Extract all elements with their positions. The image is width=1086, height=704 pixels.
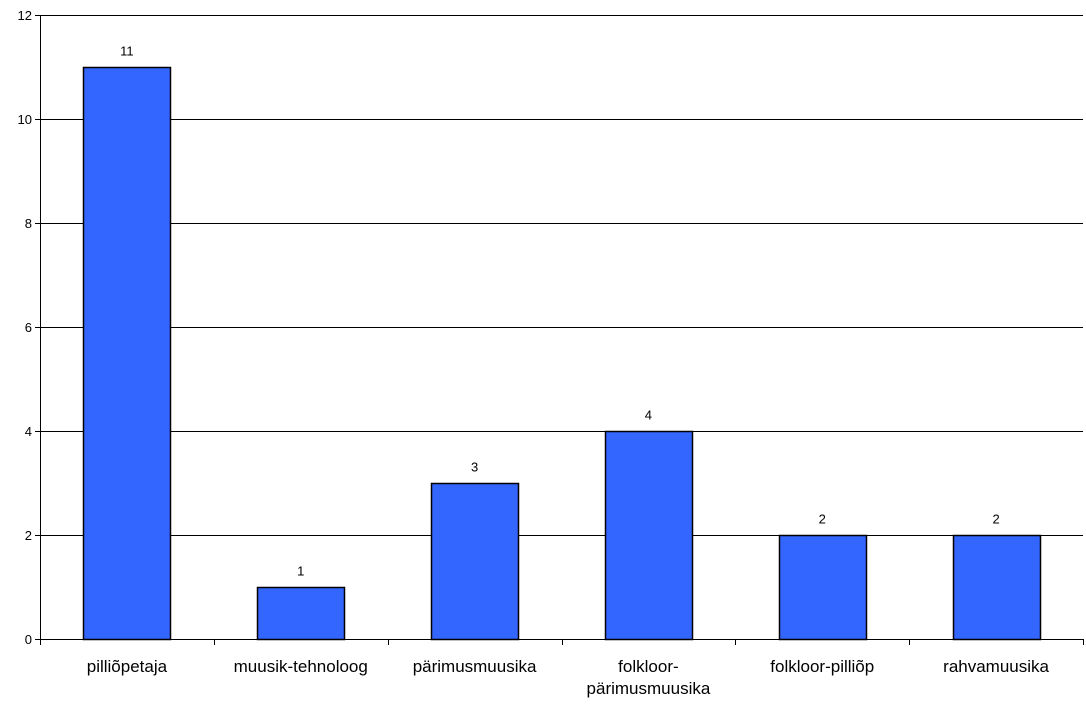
bar-5 <box>952 534 1042 641</box>
data-label-1: 1 <box>297 564 304 579</box>
data-label-0: 11 <box>120 44 134 59</box>
y-tick-label: 6 <box>25 320 32 335</box>
y-axis-ticks: 0 2 4 6 8 10 12 <box>18 8 40 647</box>
category-label-1: muusik-tehnoloog <box>234 657 368 676</box>
y-tick-label: 0 <box>25 632 32 647</box>
y-tick-label: 2 <box>25 528 32 543</box>
category-label-5: rahvamuusika <box>943 657 1049 676</box>
bar-1 <box>256 586 346 641</box>
y-tick-label: 8 <box>25 216 32 231</box>
category-label-4: folkloor-pilliõp <box>770 657 874 676</box>
data-label-4: 2 <box>819 512 826 527</box>
category-label-0: pilliõpetaja <box>87 657 168 676</box>
category-label-3: folkloor- <box>618 657 678 676</box>
data-label-5: 2 <box>992 512 999 527</box>
data-label-3: 4 <box>645 408 652 423</box>
bar-3 <box>604 430 694 641</box>
bar-4 <box>778 534 868 641</box>
x-axis-categories: pilliõpetaja muusik-tehnoloog pärimusmuusi… <box>40 639 1084 698</box>
category-label-3: pärimusmuusika <box>587 679 711 698</box>
bar-0 <box>82 66 172 641</box>
y-tick-label: 10 <box>18 112 32 127</box>
data-label-2: 3 <box>471 460 478 475</box>
bar-2 <box>430 482 520 641</box>
y-tick-label: 12 <box>18 8 32 23</box>
bars <box>82 66 1042 641</box>
category-label-2: pärimusmuusika <box>413 657 537 676</box>
y-tick-label: 4 <box>25 424 32 439</box>
gridlines <box>40 15 1083 536</box>
